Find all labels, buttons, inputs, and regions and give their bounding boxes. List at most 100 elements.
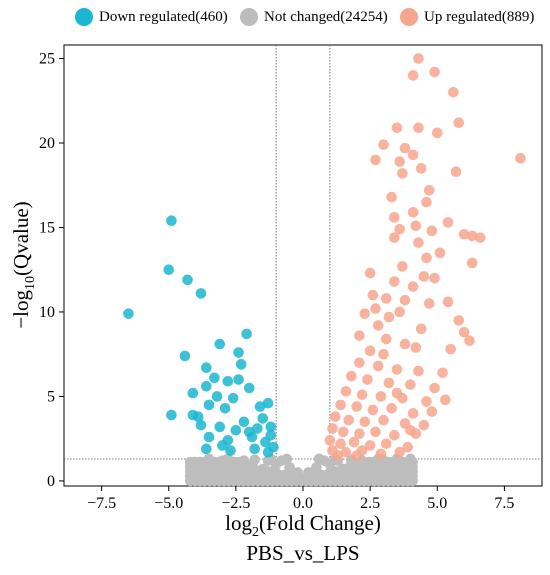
point-down-regulated: [235, 359, 247, 370]
y-tick-label: 10: [39, 304, 55, 321]
point-up-regulated: [440, 394, 451, 406]
point-not-changed: [222, 453, 234, 465]
point-down-regulated: [227, 392, 239, 404]
point-not-changed: [324, 467, 336, 478]
point-up-regulated: [354, 330, 365, 341]
point-up-regulated: [356, 389, 368, 401]
point-up-regulated: [332, 450, 344, 461]
point-up-regulated: [386, 191, 397, 203]
point-down-regulated: [241, 328, 252, 340]
point-up-regulated: [397, 261, 408, 272]
point-not-changed: [313, 453, 325, 465]
point-not-changed: [284, 462, 295, 473]
point-up-regulated: [458, 326, 470, 338]
legend-label-down: Down regulated(460): [99, 8, 228, 25]
point-down-regulated: [233, 374, 244, 385]
x-tick-label: 0.0: [293, 495, 313, 512]
legend-marker-not-changed: [240, 8, 258, 26]
point-not-changed: [364, 457, 376, 468]
point-up-regulated: [413, 365, 424, 377]
point-down-regulated: [195, 288, 207, 299]
point-not-changed: [230, 457, 242, 468]
point-up-regulated: [367, 404, 379, 416]
point-down-regulated: [257, 413, 269, 424]
point-up-regulated: [450, 166, 462, 178]
point-up-regulated: [362, 374, 373, 385]
point-up-regulated: [351, 401, 363, 412]
point-up-regulated: [415, 163, 427, 174]
point-down-regulated: [265, 430, 277, 441]
point-up-regulated: [378, 414, 389, 426]
point-up-regulated: [474, 232, 486, 243]
point-not-changed: [281, 453, 293, 465]
point-down-regulated: [203, 399, 215, 411]
point-up-regulated: [418, 271, 430, 282]
point-down-regulated: [195, 419, 207, 431]
x-axis-title-sub: 2: [252, 525, 259, 540]
point-up-regulated: [359, 308, 371, 319]
point-up-regulated: [370, 154, 381, 166]
point-up-regulated: [407, 206, 419, 218]
point-up-regulated: [429, 272, 440, 284]
point-not-changed: [257, 463, 269, 475]
point-up-regulated: [354, 357, 365, 368]
point-up-regulated: [391, 122, 403, 134]
point-up-regulated: [464, 335, 475, 346]
point-up-regulated: [380, 438, 392, 450]
point-up-regulated: [389, 276, 400, 287]
point-up-regulated: [378, 348, 389, 360]
y-axis-title-sub: 10: [23, 276, 38, 290]
point-up-regulated: [364, 440, 376, 451]
point-up-regulated: [429, 382, 440, 394]
x-tick-label: 2.5: [360, 495, 380, 512]
point-up-regulated: [335, 399, 346, 411]
point-up-regulated: [389, 212, 400, 223]
point-down-regulated: [187, 387, 199, 399]
point-down-regulated: [225, 445, 236, 456]
point-down-regulated: [233, 347, 244, 358]
point-up-regulated: [421, 252, 432, 264]
point-down-regulated: [192, 411, 204, 423]
x-tick-label: 5.0: [427, 495, 447, 512]
legend-item-not-changed: Not changed(24254): [240, 8, 388, 26]
x-axis-subtitle: PBS_vs_LPS: [246, 541, 359, 565]
data-points: [123, 53, 526, 487]
point-up-regulated: [375, 391, 387, 402]
point-up-regulated: [380, 293, 392, 304]
axis-ticks: −7.5 −5.0 −2.5 0.0 2.5 5.0 7.5 0 5 10 15 20 25: [39, 51, 514, 512]
legend: Down regulated(460) Not changed(24254) U…: [0, 0, 550, 36]
point-down-regulated: [166, 215, 177, 227]
point-up-regulated: [437, 367, 448, 379]
point-down-regulated: [230, 424, 242, 436]
point-up-regulated: [394, 306, 405, 318]
point-down-regulated: [201, 381, 212, 392]
point-up-regulated: [327, 423, 338, 434]
point-up-regulated: [348, 436, 360, 448]
y-axis-title-main: −log: [9, 289, 33, 328]
point-up-regulated: [391, 364, 403, 375]
point-not-changed: [311, 462, 322, 473]
point-not-changed: [405, 453, 416, 465]
point-up-regulated: [407, 408, 419, 419]
point-not-changed: [337, 463, 349, 475]
point-up-regulated: [354, 428, 365, 439]
point-not-changed: [316, 469, 328, 481]
point-up-regulated: [397, 168, 408, 179]
y-tick-label: 25: [39, 51, 55, 68]
point-up-regulated: [346, 370, 357, 382]
point-up-regulated: [423, 185, 435, 196]
point-up-regulated: [324, 435, 336, 446]
legend-marker-up: [400, 8, 418, 26]
point-up-regulated: [413, 122, 424, 134]
point-down-regulated: [123, 308, 134, 319]
point-up-regulated: [466, 230, 478, 242]
point-down-regulated: [243, 382, 255, 394]
point-not-changed: [278, 469, 290, 481]
point-up-regulated: [423, 298, 435, 309]
point-up-regulated: [418, 419, 430, 431]
point-up-regulated: [426, 225, 438, 237]
point-down-regulated: [211, 391, 223, 402]
point-up-regulated: [413, 53, 424, 64]
point-up-regulated: [413, 237, 424, 248]
